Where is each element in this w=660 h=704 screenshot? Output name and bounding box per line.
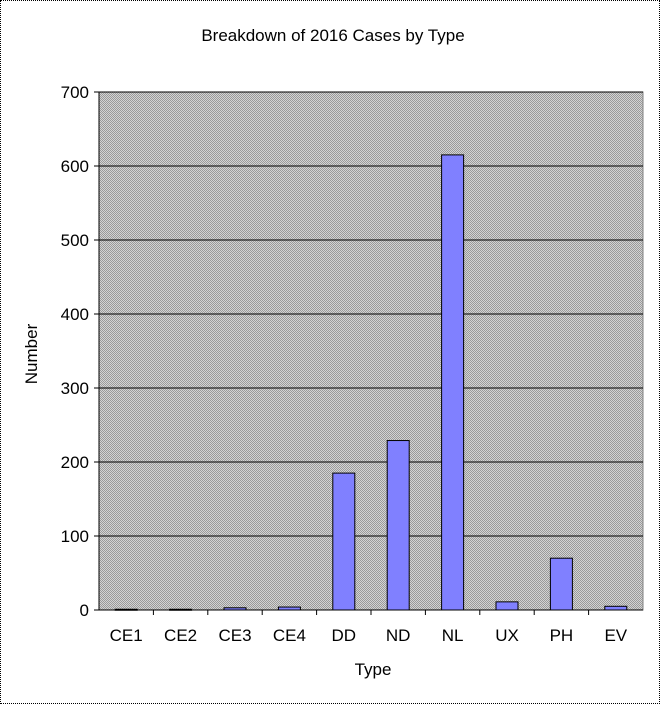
y-tick-label: 100	[61, 527, 89, 546]
bar-nl	[441, 154, 465, 611]
bar-ev	[604, 605, 628, 611]
bar-ux	[495, 601, 519, 611]
bars	[114, 154, 628, 611]
bar-dd	[332, 472, 356, 611]
y-tick-label: 500	[61, 231, 89, 250]
plot-area	[98, 91, 644, 611]
x-tick-label-ce1: CE1	[110, 626, 143, 645]
x-tick-label-dd: DD	[332, 626, 357, 645]
x-tick-label-ph: PH	[550, 626, 574, 645]
y-tick-label: 300	[61, 379, 89, 398]
x-axis-label: Type	[355, 660, 392, 679]
bar-ph	[549, 557, 573, 611]
x-tick-label-ev: EV	[604, 626, 627, 645]
x-tick-label-nd: ND	[386, 626, 411, 645]
x-tick-label-ce2: CE2	[164, 626, 197, 645]
y-tick-label: 700	[61, 83, 89, 102]
y-tick-label: 400	[61, 305, 89, 324]
x-ticks: CE1 CE2 CE3 CE4 DD ND NL UX PH EV	[110, 610, 628, 645]
y-tick-label: 0	[80, 601, 89, 620]
chart-title: Breakdown of 2016 Cases by Type	[201, 26, 464, 45]
x-tick-label-ce4: CE4	[273, 626, 306, 645]
x-tick-label-nl: NL	[442, 626, 464, 645]
y-tick-label: 600	[61, 157, 89, 176]
y-axis-label: Number	[22, 323, 41, 384]
x-tick-label-ce3: CE3	[218, 626, 251, 645]
y-ticks: 0 100 200 300 400 500 600 700	[61, 83, 99, 620]
gridlines	[99, 91, 643, 537]
bar-nd	[386, 440, 410, 611]
x-tick-label-ux: UX	[495, 626, 519, 645]
y-tick-label: 200	[61, 453, 89, 472]
